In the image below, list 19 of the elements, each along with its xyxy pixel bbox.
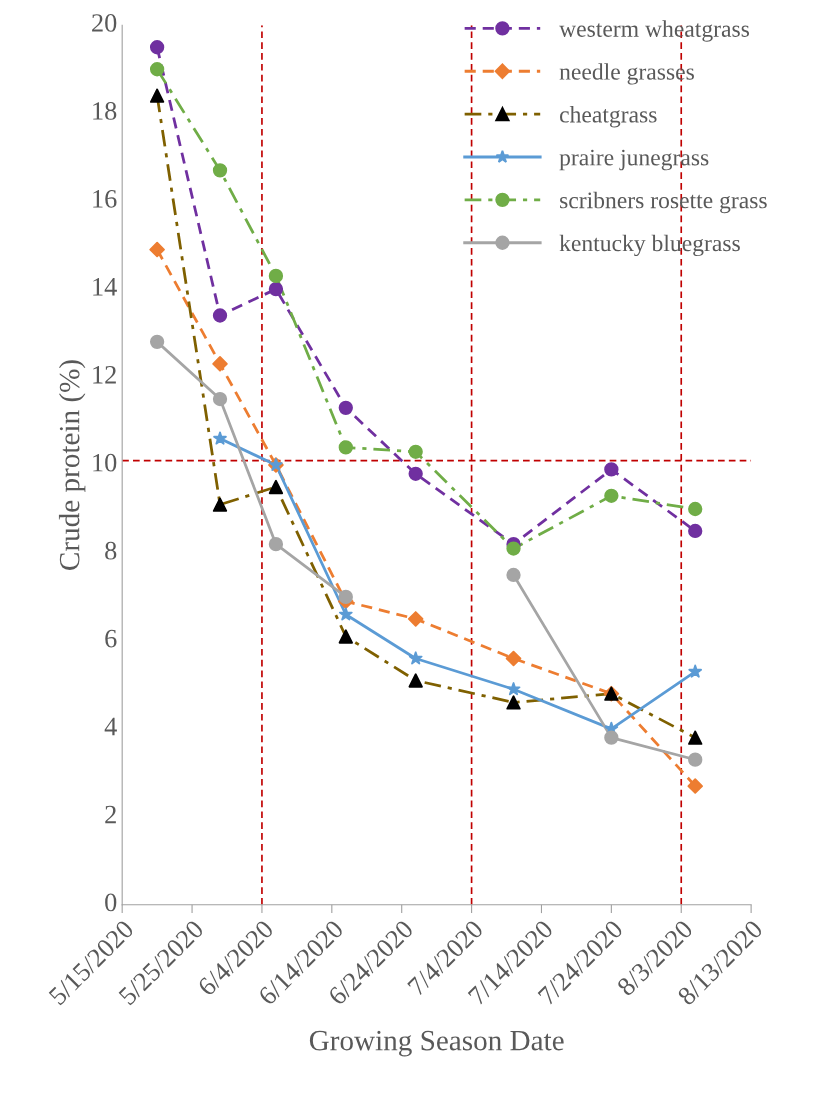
y-tick-label: 2 [105, 805, 116, 824]
y-tick-label: 12 [93, 365, 116, 384]
y-tick-label: 16 [93, 190, 117, 208]
legend-label: scribners rosette grass [560, 191, 767, 214]
y-axis-title: Crude protein (%) [58, 360, 86, 570]
legend-label: praire junegrass [559, 149, 709, 171]
y-tick-label: 10 [93, 453, 117, 472]
y-tick-label: 6 [105, 629, 117, 648]
legend-label: westerm wheatgrass [559, 20, 750, 42]
y-tick-label: 20 [92, 14, 117, 32]
x-axis-title: Growing Season Date [309, 1030, 564, 1057]
y-tick-label: 0 [105, 893, 117, 912]
y-tick-label: 4 [104, 717, 117, 736]
y-tick-label: 14 [93, 278, 117, 296]
legend-label: cheatgrass [560, 106, 657, 128]
legend-label: kentucky bluegrass [559, 234, 740, 257]
y-tick-label: 8 [105, 541, 117, 560]
legend-label: needle grasses [559, 63, 694, 85]
y-tick-label: 18 [93, 102, 117, 120]
